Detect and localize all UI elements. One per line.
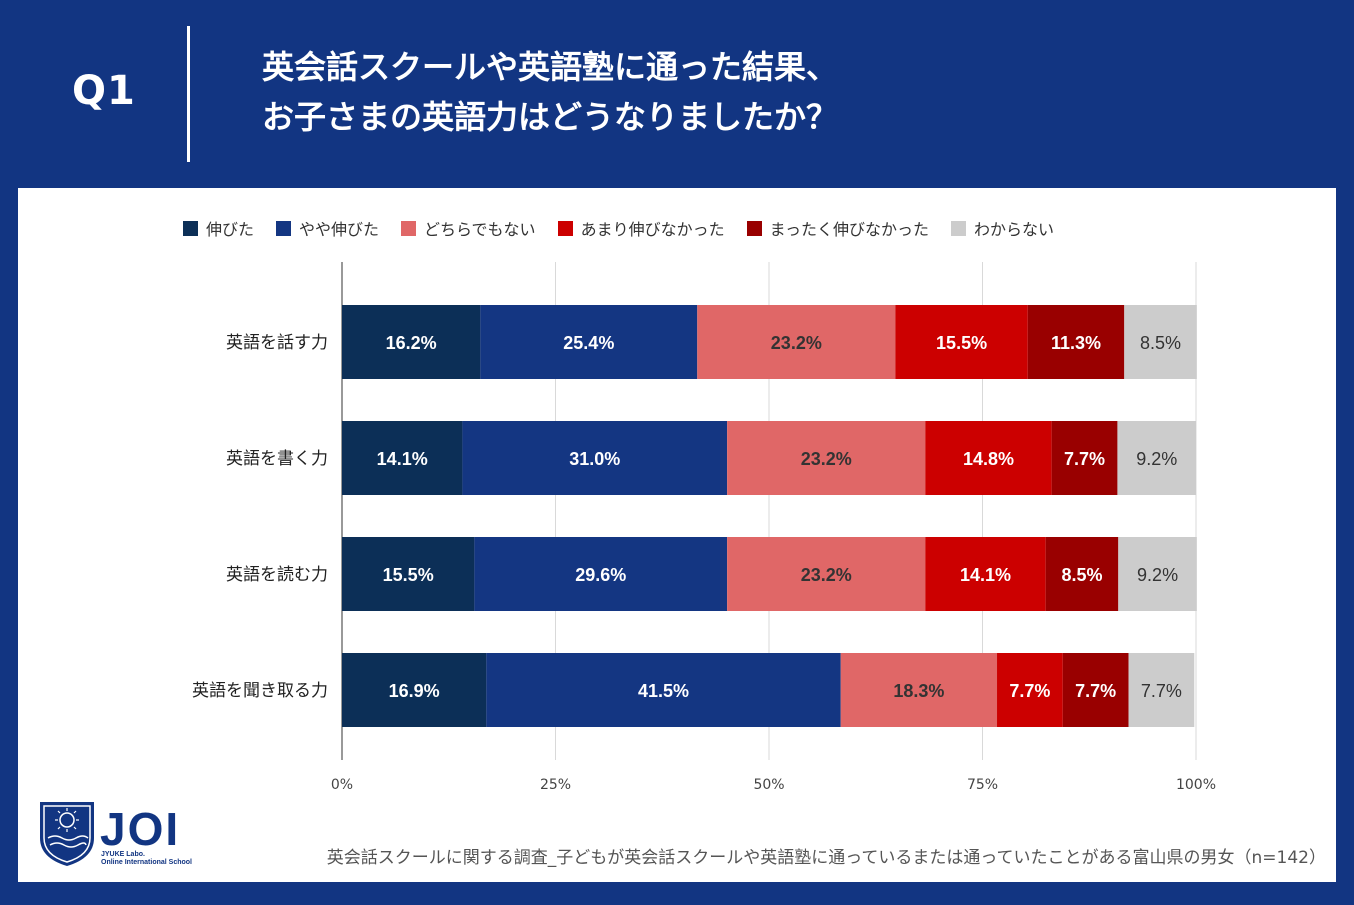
legend-label-4: まったく伸びなかった — [769, 220, 929, 239]
data-label-3-3: 7.7% — [1009, 681, 1050, 701]
legend-item-3: あまり伸びなかった — [557, 216, 725, 240]
bar-segment-1-5 — [1117, 421, 1196, 495]
bar-segment-0-0 — [342, 305, 481, 379]
bar-segment-3-4 — [1062, 653, 1129, 727]
bar-segment-1-0 — [342, 421, 463, 495]
bar-segment-2-1 — [474, 537, 728, 611]
chart-panel — [18, 188, 1336, 882]
legend-item-1: やや伸びた — [276, 216, 379, 240]
data-label-0-4: 11.3% — [1051, 333, 1101, 353]
bar-segment-2-3 — [925, 537, 1046, 611]
bar-segment-0-5 — [1124, 305, 1197, 379]
x-tick-label-0: 0% — [331, 777, 353, 793]
data-label-3-4: 7.7% — [1075, 681, 1116, 701]
bar-segment-2-5 — [1118, 537, 1197, 611]
question-badge: Q1 — [72, 68, 136, 114]
data-label-0-5: 8.5% — [1140, 333, 1181, 353]
data-label-1-5: 9.2% — [1136, 449, 1177, 469]
logo-subtitle: JYUKE Labo. Online International School — [101, 851, 192, 867]
bar-segment-3-3 — [997, 653, 1063, 727]
bar-segment-2-2 — [727, 537, 926, 611]
category-label-1: 英語を書く力 — [226, 449, 328, 469]
x-tick-label-2: 50% — [753, 777, 784, 793]
bar-segment-0-3 — [895, 305, 1028, 379]
bar-segment-0-2 — [697, 305, 896, 379]
joi-logo-icon — [40, 802, 94, 866]
data-label-3-1: 41.5% — [638, 681, 689, 701]
legend-label-2: どちらでもない — [424, 220, 536, 239]
legend-item-2: どちらでもない — [401, 216, 536, 240]
bar-segment-3-2 — [840, 653, 998, 727]
legend-item-0: 伸びた — [183, 216, 254, 240]
legend-swatch-4 — [746, 220, 762, 236]
legend-label-3: あまり伸びなかった — [580, 220, 725, 239]
legend-swatch-5 — [950, 220, 966, 236]
data-label-2-0: 15.5% — [383, 565, 434, 585]
logo-subtitle-line-1: JYUKE Labo. — [101, 851, 145, 858]
legend-label-0: 伸びた — [206, 220, 255, 239]
bar-segment-1-2 — [727, 421, 926, 495]
bar-segment-0-4 — [1027, 305, 1125, 379]
x-tick-label-3: 75% — [967, 777, 998, 793]
survey-footnote: 英会話スクールに関する調査_子どもが英会話スクールや英語塾に通っているまたは通っ… — [326, 848, 1326, 868]
bar-segment-0-1 — [480, 305, 698, 379]
data-label-0-1: 25.4% — [563, 333, 614, 353]
data-label-2-3: 14.1% — [960, 565, 1011, 585]
legend-item-5: わからない — [950, 216, 1054, 240]
legend-swatch-0 — [183, 220, 198, 236]
x-tick-label-1: 25% — [540, 777, 571, 793]
bar-segment-1-4 — [1051, 421, 1118, 495]
legend-item-4: まったく伸びなかった — [746, 216, 929, 240]
legend-label-1: やや伸びた — [299, 220, 380, 239]
data-label-2-5: 9.2% — [1137, 565, 1178, 585]
question-title-line-1: 英会話スクールや英語塾に通った結果、 — [262, 48, 839, 86]
data-label-0-2: 23.2% — [771, 333, 822, 353]
bar-segment-2-4 — [1045, 537, 1119, 611]
data-label-3-2: 18.3% — [893, 681, 944, 701]
data-label-1-3: 14.8% — [963, 449, 1014, 469]
data-label-1-2: 23.2% — [801, 449, 852, 469]
chart-legend: 伸びた やや伸びた どちらでもない あまり伸びなかった まったく伸びなかった わからない — [183, 217, 1054, 239]
bar-segment-2-0 — [342, 537, 475, 611]
data-label-3-5: 7.7% — [1141, 681, 1182, 701]
data-label-0-3: 15.5% — [936, 333, 987, 353]
bar-segment-1-3 — [925, 421, 1052, 495]
bar-segment-3-5 — [1128, 653, 1195, 727]
legend-label-5: わからない — [973, 220, 1054, 239]
data-label-1-0: 14.1% — [377, 449, 428, 469]
bar-segment-1-1 — [462, 421, 728, 495]
logo-wordmark: JOI — [100, 803, 181, 855]
data-label-0-0: 16.2% — [386, 333, 437, 353]
question-title: 英会話スクールや英語塾に通った結果、 お子さまの英語力はどうなりましたか？ — [262, 42, 838, 142]
legend-swatch-3 — [557, 220, 573, 236]
data-label-3-0: 16.9% — [389, 681, 440, 701]
data-label-2-2: 23.2% — [801, 565, 852, 585]
logo-subtitle-line-2: Online International School — [101, 859, 193, 866]
data-label-1-1: 31.0% — [569, 449, 620, 469]
category-label-0: 英語を話す力 — [226, 333, 328, 353]
data-label-2-1: 29.6% — [575, 565, 626, 585]
data-label-2-4: 8.5% — [1061, 565, 1102, 585]
data-label-1-4: 7.7% — [1064, 449, 1105, 469]
bar-segment-3-1 — [486, 653, 841, 727]
category-label-2: 英語を読む力 — [226, 565, 328, 585]
legend-swatch-2 — [401, 220, 417, 236]
category-label-3: 英語を聞き取る力 — [192, 681, 328, 701]
question-title-line-2: お子さまの英語力はどうなりましたか？ — [262, 98, 839, 136]
bar-segment-3-0 — [342, 653, 487, 727]
header-divider — [187, 26, 190, 162]
x-tick-label-4: 100% — [1176, 777, 1216, 793]
legend-swatch-1 — [276, 220, 292, 236]
